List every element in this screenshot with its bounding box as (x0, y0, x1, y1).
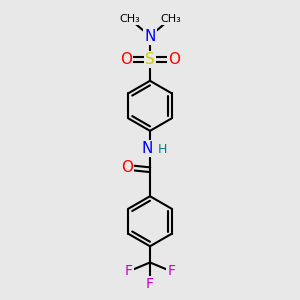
Text: CH₃: CH₃ (160, 14, 181, 24)
Text: CH₃: CH₃ (119, 14, 140, 24)
Text: N: N (144, 28, 156, 44)
Text: S: S (145, 52, 155, 67)
Text: N: N (141, 141, 153, 156)
Text: F: F (125, 264, 133, 278)
Text: F: F (146, 277, 154, 291)
Text: F: F (167, 264, 175, 278)
Text: O: O (120, 52, 132, 67)
Text: O: O (168, 52, 180, 67)
Text: O: O (121, 160, 133, 175)
Text: H: H (158, 143, 167, 157)
